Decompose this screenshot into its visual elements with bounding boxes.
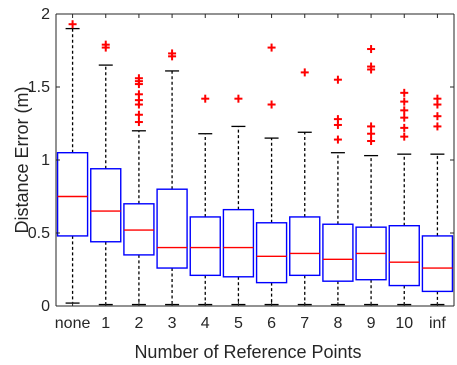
outlier-marker	[168, 49, 177, 58]
box-group-5	[222, 94, 255, 306]
x-tick-label: 2	[134, 315, 143, 332]
box-group-inf	[421, 94, 454, 306]
x-tick-label: none	[55, 315, 91, 332]
outlier-marker	[134, 118, 143, 127]
x-tick-label: inf	[429, 315, 446, 332]
x-tick-label: 5	[234, 315, 243, 332]
box	[90, 168, 122, 243]
box	[156, 188, 188, 269]
box-group-2	[123, 74, 155, 306]
outlier-marker	[101, 40, 110, 49]
y-tick-label: 0.5	[28, 225, 50, 242]
outlier-marker	[367, 122, 376, 131]
plot-area	[56, 20, 454, 306]
box	[56, 151, 89, 237]
box	[322, 223, 354, 282]
outlier-marker	[267, 43, 276, 52]
y-tick-label: 1.5	[28, 79, 50, 96]
box	[189, 216, 221, 277]
outlier-marker	[134, 90, 143, 99]
outlier-marker	[433, 122, 442, 131]
outlier-marker	[433, 94, 442, 103]
box-group-9	[355, 45, 387, 306]
box	[289, 216, 321, 277]
outlier-marker	[400, 88, 409, 97]
outlier-marker	[68, 20, 77, 29]
box-group-none	[56, 20, 89, 304]
outlier-marker	[400, 106, 409, 115]
x-tick-label: 7	[300, 315, 309, 332]
outlier-marker	[400, 132, 409, 141]
x-axis-label: Number of Reference Points	[134, 342, 361, 362]
outlier-marker	[400, 97, 409, 106]
y-tick-label: 1	[41, 152, 50, 169]
x-tick-label: 6	[267, 315, 276, 332]
box-group-3	[156, 49, 188, 306]
y-tick-label: 2	[41, 6, 50, 23]
axes: 0 0.5 1 1.5 2 none 1 2 3 4 5 6 7 8 9 10 inf	[28, 6, 455, 332]
outlier-marker	[333, 135, 342, 144]
x-tick-label: 1	[101, 315, 110, 332]
box-group-8	[322, 75, 354, 306]
x-tick-label: 3	[168, 315, 177, 332]
box-group-10	[388, 88, 420, 306]
outlier-marker	[134, 74, 143, 83]
box	[388, 224, 420, 287]
x-tick-label: 10	[395, 315, 413, 332]
box-group-6	[255, 43, 288, 306]
outlier-marker	[433, 112, 442, 121]
outlier-marker	[134, 110, 143, 119]
outlier-marker	[367, 62, 376, 71]
box-group-7	[289, 68, 321, 306]
y-axis-label: Distance Error (m)	[12, 86, 32, 233]
box	[123, 203, 155, 256]
outlier-marker	[367, 137, 376, 146]
box-group-1	[90, 40, 122, 306]
box	[255, 222, 288, 284]
outlier-marker	[333, 115, 342, 124]
x-tick-label: 9	[367, 315, 376, 332]
outlier-marker	[234, 94, 243, 103]
y-tick-label: 0	[41, 298, 50, 315]
outlier-marker	[367, 45, 376, 54]
outlier-marker	[267, 100, 276, 109]
box	[421, 235, 454, 293]
outlier-marker	[333, 75, 342, 84]
outlier-marker	[201, 94, 210, 103]
x-tick-label: 4	[201, 315, 210, 332]
outlier-marker	[400, 123, 409, 132]
outlier-marker	[367, 129, 376, 138]
outlier-marker	[400, 113, 409, 122]
x-tick-label: 8	[333, 315, 342, 332]
box	[222, 208, 255, 278]
outlier-marker	[300, 68, 309, 77]
box-group-4	[189, 94, 221, 306]
